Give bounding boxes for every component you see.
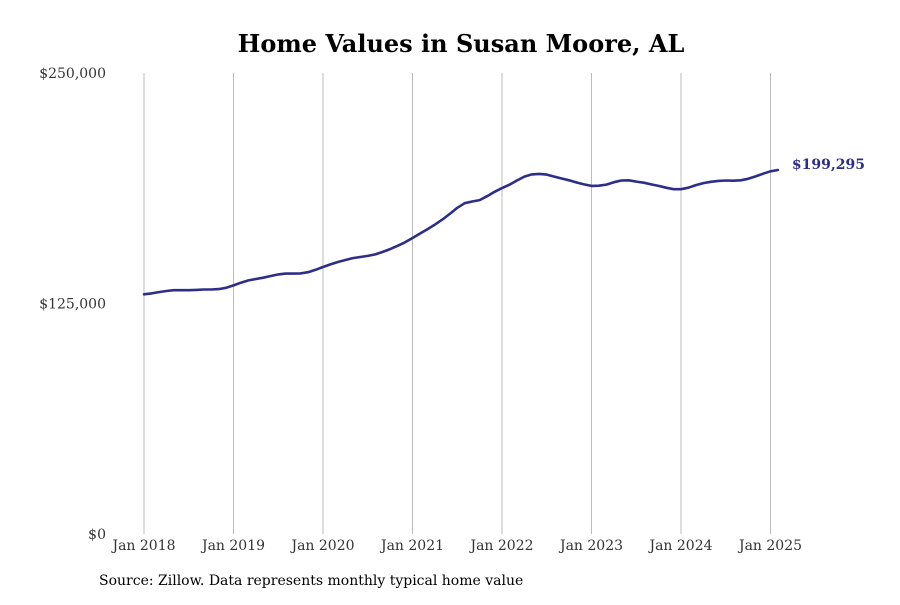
chart-title: Home Values in Susan Moore, AL bbox=[238, 29, 685, 58]
x-axis-ticks: Jan 2018 Jan 2019 Jan 2020 Jan 2021 Jan 2022… bbox=[110, 538, 802, 554]
x-tick-label: Jan 2025 bbox=[737, 538, 802, 554]
x-tick-label: Jan 2018 bbox=[110, 538, 175, 554]
y-tick-label: $125,000 bbox=[39, 297, 106, 313]
y-tick-label: $250,000 bbox=[39, 66, 106, 82]
source-note: Source: Zillow. Data represents monthly … bbox=[99, 573, 524, 589]
end-value-label: $199,295 bbox=[792, 157, 865, 173]
series-line bbox=[142, 168, 780, 296]
y-axis-ticks: $0 $125,000 $250,000 bbox=[39, 66, 106, 543]
x-tick-label: Jan 2019 bbox=[200, 538, 265, 554]
y-tick-label: $0 bbox=[88, 527, 106, 543]
x-tick-label: Jan 2020 bbox=[289, 538, 354, 554]
x-tick-label: Jan 2022 bbox=[468, 538, 533, 554]
gridlines bbox=[143, 73, 771, 534]
x-tick-label: Jan 2024 bbox=[647, 538, 712, 554]
x-tick-label: Jan 2023 bbox=[558, 538, 623, 554]
series-layer: $199,295 bbox=[142, 157, 865, 296]
x-tick-label: Jan 2021 bbox=[379, 538, 444, 554]
